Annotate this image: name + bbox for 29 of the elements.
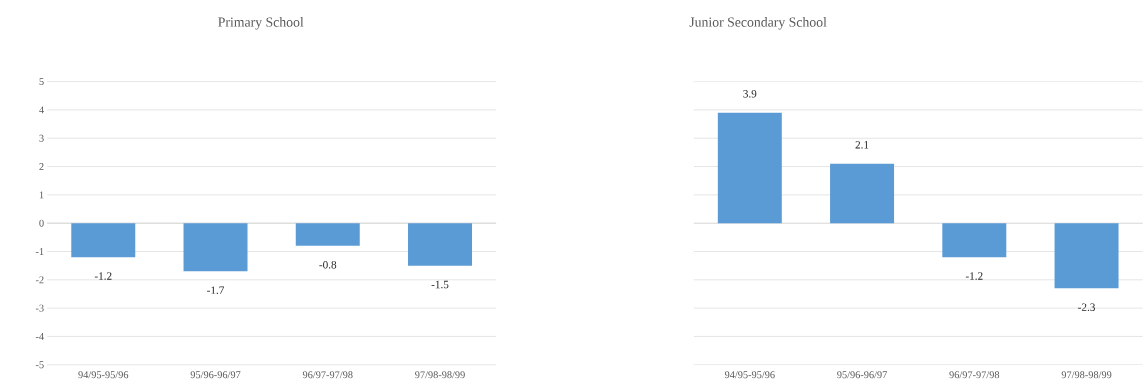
x-tick-label: 95/96-96/97 — [837, 371, 887, 379]
data-label: 3.9 — [743, 89, 757, 98]
y-tick-label: -4 — [35, 333, 44, 340]
y-tick-label: -5 — [35, 361, 44, 369]
y-tick-label: 0 — [39, 219, 44, 227]
chart-title: Primary School — [218, 17, 304, 30]
data-label: -1.7 — [207, 286, 225, 294]
y-tick-label: -1 — [35, 248, 44, 255]
x-tick-label: 95/96-96/97 — [190, 371, 241, 379]
data-label: -0.8 — [319, 260, 337, 269]
x-tick-label: 96/97-97/98 — [949, 371, 1000, 379]
x-tick-label: 94/95-95/96 — [724, 371, 775, 379]
y-tick-label: -3 — [35, 304, 44, 312]
x-tick-label: 97/98-98/99 — [415, 371, 465, 379]
y-tick-label: 5 — [39, 78, 44, 85]
x-tick-label: 94/95-95/96 — [78, 371, 129, 379]
y-tick-label: 2 — [39, 163, 44, 170]
y-tick-label: -2 — [35, 276, 44, 284]
chart-title: Junior Secondary School — [689, 17, 827, 30]
y-tick-label: 3 — [39, 134, 44, 142]
x-tick-label: 97/98-98/99 — [1061, 371, 1112, 379]
data-label: -1.2 — [965, 272, 983, 280]
data-label: -2.3 — [1078, 303, 1095, 311]
data-label: 2.1 — [855, 140, 869, 149]
x-tick-label: 96/97-97/98 — [302, 371, 353, 379]
data-label: -1.5 — [431, 280, 449, 289]
y-tick-label: 1 — [39, 191, 44, 199]
data-label: -1.2 — [94, 272, 112, 280]
y-tick-label: 4 — [39, 106, 44, 114]
